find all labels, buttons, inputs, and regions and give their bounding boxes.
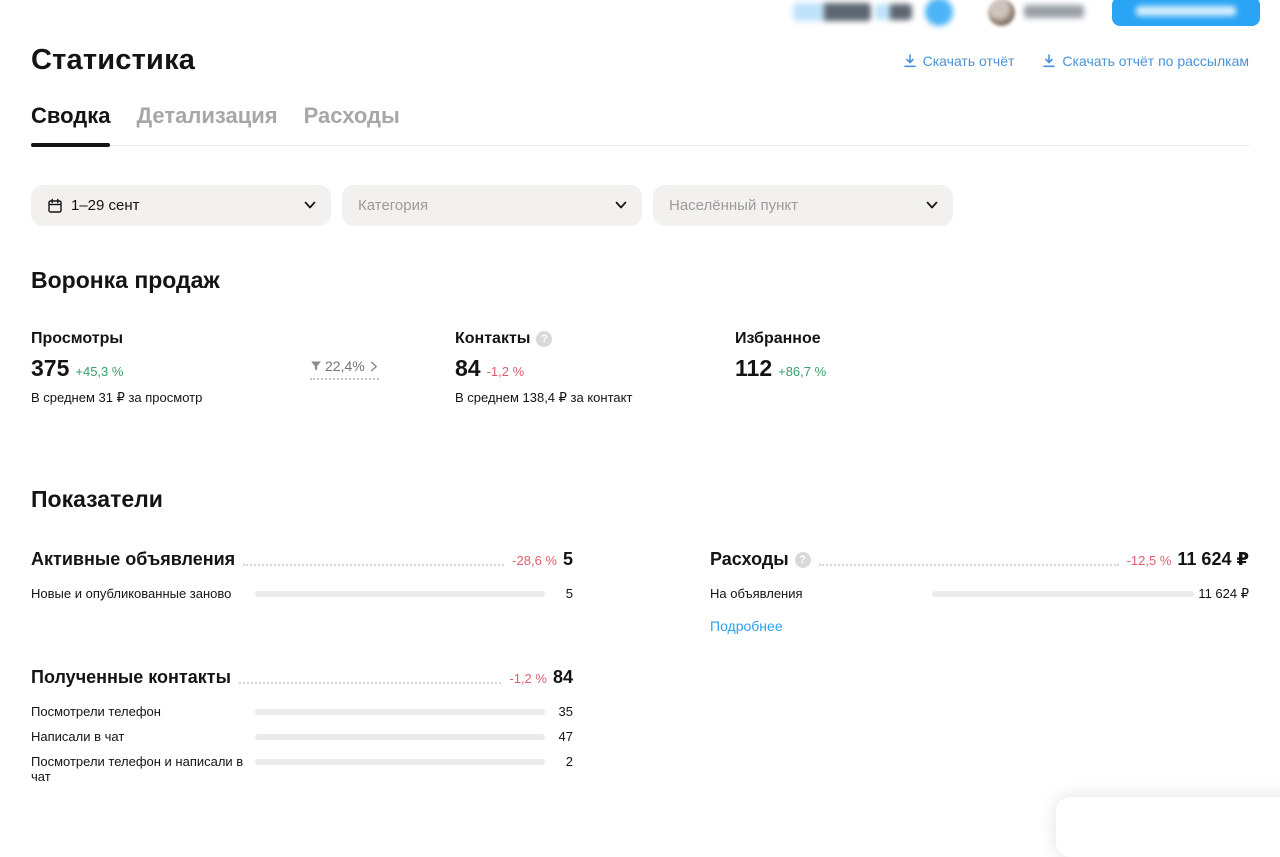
metric-favorites-label: Избранное: [735, 330, 821, 347]
redacted-primary-button[interactable]: [1112, 0, 1260, 26]
metric-contacts-note: В среднем 138,4 ₽ за контакт: [455, 390, 633, 405]
top-account-bar: [0, 0, 1280, 30]
kpi-received-contacts: Полученные контакты -1,2 % 84 Посмотрели…: [31, 667, 573, 784]
redacted-username[interactable]: [1024, 5, 1084, 18]
bar-track: [932, 591, 1194, 597]
tab-expenses[interactable]: Расходы: [303, 103, 400, 128]
metric-contacts-label: Контакты: [455, 330, 531, 347]
metric-views-label: Просмотры: [31, 330, 124, 347]
indicators-section-title: Показатели: [31, 486, 163, 512]
conversion-pill[interactable]: 22,4%: [310, 358, 379, 380]
dotted-leader: [243, 564, 505, 566]
location-filter[interactable]: Населённый пункт: [653, 185, 953, 226]
conversion-value: 22,4%: [325, 358, 365, 374]
filter-bar: 1–29 сент Категория Населённый пункт: [31, 185, 1249, 226]
tab-summary[interactable]: Сводка: [31, 103, 111, 147]
kpi-row: Посмотрели телефон и написали в чат 2: [31, 754, 573, 784]
kpi-received-contacts-value: 84: [552, 667, 573, 687]
download-icon: [903, 53, 916, 67]
kpi-row: Новые и опубликованные заново 5: [31, 586, 573, 601]
help-icon[interactable]: ?: [536, 331, 553, 347]
metric-views: Просмотры 375 +45,3 % В среднем 31 ₽ за …: [31, 330, 310, 406]
bar-track: [255, 759, 545, 765]
bar-track: [255, 709, 545, 715]
date-range-filter[interactable]: 1–29 сент: [31, 185, 331, 226]
metric-favorites: Избранное 112 +86,7 %: [735, 330, 826, 406]
redacted-button-label: [1136, 6, 1236, 16]
expenses-more-link[interactable]: Подробнее: [710, 618, 783, 634]
kpi-active-ads-delta: -28,6 %: [512, 553, 557, 568]
location-placeholder: Населённый пункт: [669, 197, 799, 214]
chevron-down-icon: [615, 201, 627, 209]
metric-contacts-delta: -1,2 %: [486, 364, 525, 379]
category-filter[interactable]: Категория: [342, 185, 642, 226]
kpi-expenses-value: 11 624 ₽: [1177, 549, 1249, 569]
redacted-counter-chip[interactable]: [875, 4, 912, 20]
bar-track: [255, 734, 545, 740]
category-placeholder: Категория: [358, 197, 429, 214]
kpi-row: Написали в чат 47: [31, 729, 573, 744]
kpi-received-contacts-delta: -1,2 %: [509, 671, 547, 686]
chevron-down-icon: [304, 201, 316, 209]
page-header: Статистика Скачать отчёт Скачать отчёт п…: [31, 0, 1249, 77]
chevron-down-icon: [926, 201, 938, 209]
redacted-balance-chip[interactable]: [793, 3, 871, 21]
calendar-icon: [48, 198, 62, 213]
download-icon: [1043, 53, 1056, 67]
page-title: Статистика: [31, 44, 196, 76]
download-report-link[interactable]: Скачать отчёт: [903, 53, 1014, 69]
date-range-value: 1–29 сент: [71, 197, 140, 214]
tab-details[interactable]: Детализация: [136, 103, 278, 128]
kpi-row: Посмотрели телефон 35: [31, 704, 573, 719]
kpi-received-contacts-title: Полученные контакты: [31, 667, 231, 687]
help-icon[interactable]: ?: [794, 551, 811, 568]
metric-favorites-value: 112: [735, 355, 773, 381]
floating-widget-corner[interactable]: [1056, 797, 1280, 857]
dotted-leader: [238, 682, 502, 684]
chevron-right-icon: [370, 361, 377, 371]
kpi-row: На объявления 11 624 ₽: [710, 586, 1249, 601]
kpi-active-ads-title: Активные объявления: [31, 549, 236, 569]
kpi-active-ads-value: 5: [562, 549, 573, 569]
metric-views-delta: +45,3 %: [75, 364, 124, 379]
metric-contacts: Контакты ? 84 -1,2 % В среднем 138,4 ₽ з…: [455, 330, 735, 406]
funnel-conversion: 22,4%: [310, 330, 455, 406]
avatar[interactable]: [988, 0, 1015, 26]
indicators-grid: Активные объявления -28,6 % 5 Новые и оп…: [31, 549, 1249, 784]
kpi-active-ads: Активные объявления -28,6 % 5 Новые и оп…: [31, 549, 573, 601]
funnel-icon: [311, 361, 321, 371]
metric-contacts-value: 84: [455, 355, 481, 381]
kpi-expenses: Расходы ? -12,5 % 11 624 ₽ На объявления…: [710, 549, 1249, 636]
kpi-expenses-title: Расходы: [710, 549, 789, 569]
download-newsletter-report-link[interactable]: Скачать отчёт по рассылкам: [1042, 53, 1249, 69]
bar-track: [255, 591, 545, 597]
kpi-expenses-delta: -12,5 %: [1126, 553, 1172, 568]
funnel-metrics: Просмотры 375 +45,3 % В среднем 31 ₽ за …: [31, 330, 1249, 406]
funnel-section-title: Воронка продаж: [31, 267, 220, 293]
tab-bar: Сводка Детализация Расходы: [31, 103, 1249, 147]
metric-favorites-delta: +86,7 %: [778, 364, 827, 379]
metric-views-value: 375: [31, 355, 70, 381]
messenger-icon[interactable]: [925, 0, 953, 26]
metric-views-note: В среднем 31 ₽ за просмотр: [31, 390, 203, 405]
dotted-leader: [818, 564, 1119, 566]
